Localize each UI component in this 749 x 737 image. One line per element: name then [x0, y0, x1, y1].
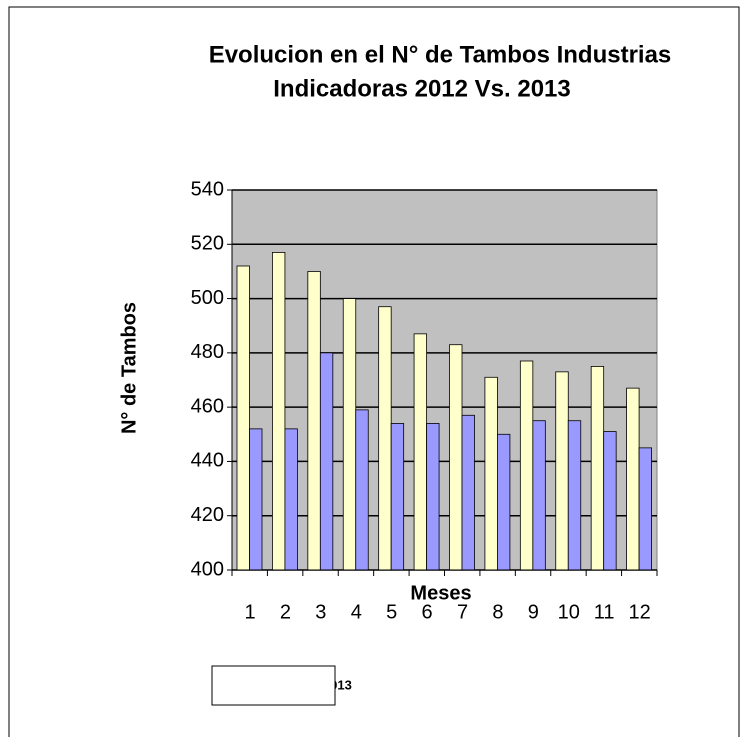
y-tick-label: 420: [191, 504, 224, 526]
y-tick-label: 500: [191, 287, 224, 309]
x-tick-label: 2: [280, 601, 291, 623]
y-tick-label: 400: [191, 558, 224, 580]
y-axis-label: N° de Tambos: [118, 302, 140, 434]
y-tick-label: 520: [191, 233, 224, 255]
bar: [638, 447, 652, 571]
x-tick-label: 4: [351, 601, 362, 623]
bar: [378, 306, 392, 571]
chart-title: Evolucion en el N° de Tambos Industrias: [209, 41, 672, 68]
y-tick-label: 440: [191, 450, 224, 472]
chart-frame: [8, 6, 740, 737]
bar: [497, 433, 511, 571]
bar: [461, 414, 475, 571]
bar: [249, 428, 263, 571]
bar: [484, 376, 498, 571]
bar: [603, 431, 617, 571]
bar: [426, 423, 440, 571]
bar: [355, 409, 369, 571]
x-tick-label: 10: [558, 601, 580, 623]
bar: [567, 420, 582, 571]
x-tick-label: 9: [528, 601, 539, 623]
x-tick-label: 6: [422, 601, 433, 623]
x-tick-label: 7: [457, 601, 468, 623]
bar: [319, 352, 334, 571]
y-tick-label: 540: [191, 178, 224, 200]
bar: [413, 333, 427, 571]
x-tick-label: 11: [594, 601, 615, 623]
x-axis-label: Meses: [410, 582, 471, 604]
bar: [626, 387, 640, 571]
bar: [342, 298, 357, 571]
chart-title: Indicadoras 2012 Vs. 2013: [273, 75, 571, 102]
bar: [390, 423, 405, 571]
bar: [272, 252, 286, 571]
bar: [519, 360, 534, 571]
y-tick-label: 480: [191, 341, 224, 363]
bar: [590, 366, 605, 571]
legend: [211, 665, 336, 706]
x-tick-label: 5: [386, 601, 397, 623]
x-tick-label: 12: [628, 601, 650, 623]
x-tick-label: 8: [492, 601, 503, 623]
bar: [532, 420, 546, 571]
bar: [449, 344, 463, 571]
x-tick-label: 3: [315, 601, 326, 623]
bar: [555, 371, 569, 571]
x-tick-label: 1: [244, 601, 255, 623]
bar: [307, 271, 321, 571]
bar: [284, 428, 298, 571]
bar: [236, 265, 250, 571]
y-tick-label: 460: [191, 395, 224, 417]
